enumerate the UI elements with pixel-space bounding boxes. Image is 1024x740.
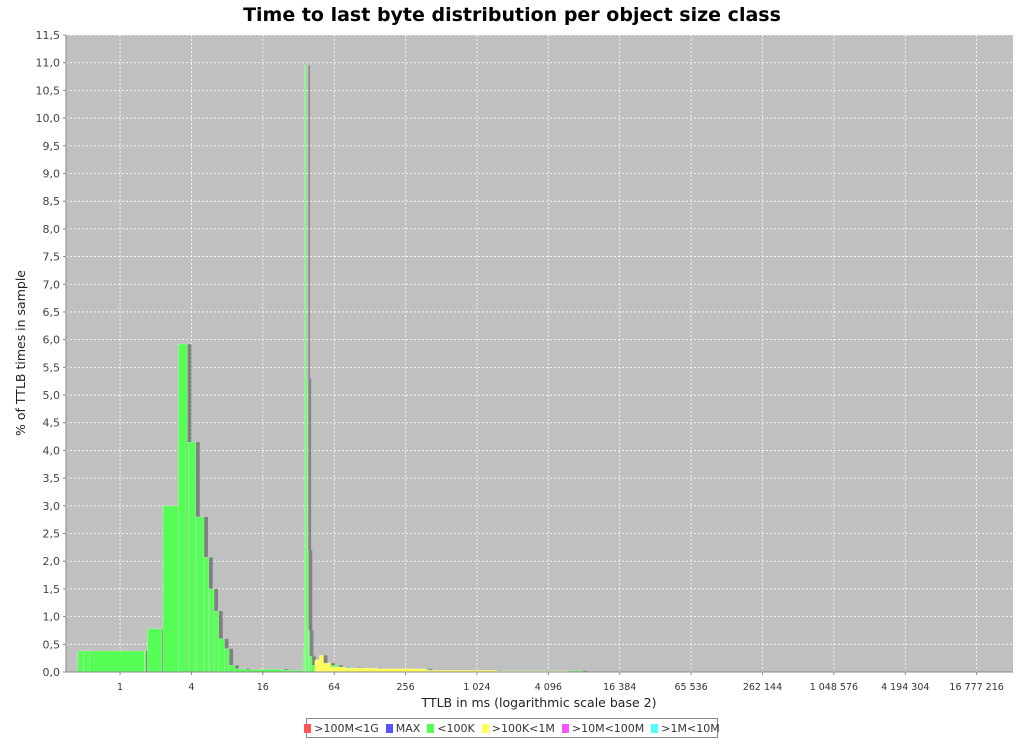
bar [83,650,90,673]
grid [66,34,1013,673]
y-tick-label: 8,0 [43,223,61,236]
bar [178,343,188,673]
y-tick-label: 3,5 [43,472,61,485]
x-tick-label: 256 [397,682,415,693]
y-tick-label: 4,5 [43,417,61,430]
x-tick-label: 1 048 576 [810,682,858,693]
bar [224,648,230,673]
legend-item: >100K<1M [481,721,555,735]
bar-shadow [312,630,314,672]
bar [214,610,219,673]
x-axis-label: TTLB in ms (logarithmic scale base 2) [421,695,657,710]
legend-swatch [304,723,312,733]
y-tick-label: 9,5 [43,140,61,153]
bar [323,662,332,673]
bar-shadow [228,648,234,672]
y-tick-label: 9,0 [43,167,61,180]
legend-item: <100K [427,721,475,735]
x-tick-label: 4 [188,682,194,693]
legend-swatch [385,723,393,733]
bar [309,656,313,673]
x-tick-label: 16 777 216 [949,682,1003,693]
y-tick-label: 7,0 [43,278,61,291]
legend-swatch [561,723,569,733]
x-tick-label: 1 [117,682,123,693]
chart: Time to last byte distribution per objec… [13,4,1013,710]
y-tick-label: 6,0 [43,334,61,347]
bar-shadow [308,65,310,673]
bar [319,655,324,673]
y-tick-label: 5,0 [43,389,61,402]
chart-title: Time to last byte distribution per objec… [243,4,781,26]
y-tick-label: 4,0 [43,444,61,457]
legend-label: >100K<1M [491,721,555,735]
bar [187,441,196,673]
legend-swatch [481,723,489,733]
y-tick-label: 5,5 [43,361,61,374]
bar-shadow [311,550,313,672]
legend: >100M<1G MAX <100K >100K<1M >10M<100M >1M<10M [304,718,720,738]
bar-shadow [313,656,316,672]
x-tick-label: 1 024 [463,682,490,693]
legend-item: >10M<100M [561,721,645,735]
y-tick-label: 11,5 [36,29,61,42]
legend-label: >10M<100M [571,721,645,735]
legend-label: <100K [437,721,475,735]
bar [77,650,84,673]
legend-swatch [427,723,435,733]
legend-item: >100M<1G [304,721,379,735]
bar [196,516,205,673]
y-tick-label: 6,5 [43,306,61,319]
x-tick-label: 16 384 [603,682,636,693]
x-tick-label: 262 144 [743,682,782,693]
y-tick-label: 0,5 [43,638,61,651]
x-tick-label: 16 [257,682,269,693]
legend-label: >1M<10M [661,721,720,735]
y-tick-label: 3,0 [43,500,61,513]
y-tick-label: 10,0 [36,112,61,125]
bar-shadow [309,378,312,672]
bars [77,65,587,673]
y-tick-label: 10,5 [36,84,61,97]
legend-swatch [651,723,659,733]
bar [204,557,209,673]
bar [89,650,145,673]
y-tick-label: 2,5 [43,528,61,541]
axes: 0,0 0,5 1,0 1,5 2,0 2,5 3,0 3,5 4,0 4,5 5,0 5,5 6,0 6… [36,29,1013,693]
x-tick-label: 64 [328,682,340,693]
bar [209,588,215,673]
x-tick-label: 65 536 [674,682,707,693]
legend-label: MAX [395,721,421,735]
y-tick-label: 0,0 [43,666,61,679]
x-tick-label: 4 096 [535,682,562,693]
bar [345,667,379,673]
y-tick-label: 1,5 [43,583,61,596]
legend-item: MAX [385,721,421,735]
bar [304,65,307,673]
y-tick-label: 2,0 [43,555,61,568]
x-tick-label: 4 194 304 [881,682,929,693]
bar [218,638,225,673]
bar [228,665,236,673]
y-tick-label: 8,5 [43,195,61,208]
bar [162,505,179,673]
y-tick-label: 11,0 [36,57,61,70]
y-tick-label: 1,0 [43,611,61,624]
bar [314,659,320,673]
plot-area [66,35,1013,672]
bar [330,666,346,673]
y-tick-label: 7,5 [43,251,61,264]
legend-label: >100M<1G [314,721,379,735]
bar [144,650,147,673]
bar [147,628,163,673]
legend-item: >1M<10M [651,721,720,735]
y-axis-label: % of TTLB times in sample [13,270,28,436]
